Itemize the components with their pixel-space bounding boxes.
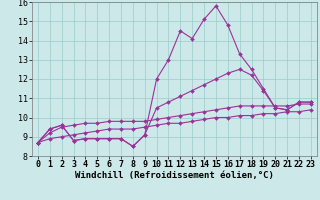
X-axis label: Windchill (Refroidissement éolien,°C): Windchill (Refroidissement éolien,°C) [75, 171, 274, 180]
